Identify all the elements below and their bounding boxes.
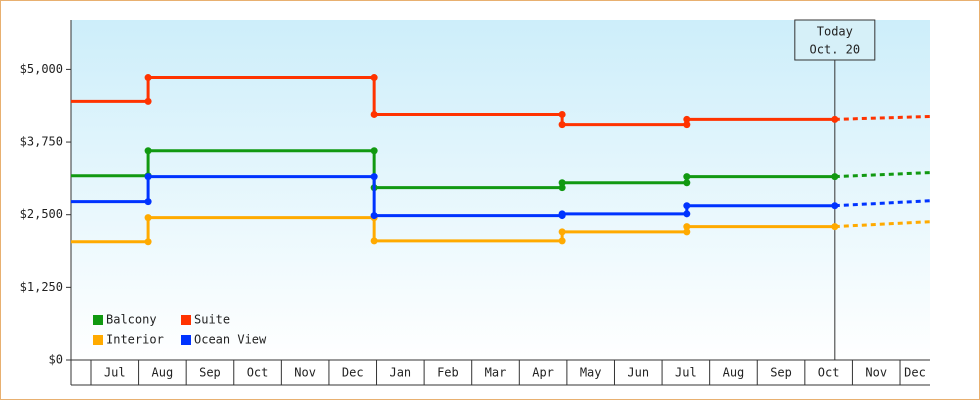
forecast-line: [834, 199, 931, 208]
x-tick-label: Aug: [152, 366, 174, 380]
point: [683, 210, 691, 218]
point: [558, 179, 566, 187]
point: [558, 184, 566, 192]
point: [370, 173, 378, 181]
point: [683, 223, 691, 231]
point: [144, 173, 152, 181]
point: [144, 147, 152, 155]
y-tick-label: $1,250: [20, 280, 63, 294]
point: [831, 202, 839, 210]
point: [558, 121, 566, 129]
today-box: [794, 19, 876, 61]
legend-label: Ocean View: [194, 333, 267, 347]
series-line: [71, 175, 835, 218]
legend-label: Suite: [194, 313, 230, 327]
y-tick-label: $2,500: [20, 207, 63, 221]
point: [683, 202, 691, 210]
y-tick-label: $5,000: [20, 62, 63, 76]
legend-swatch: [93, 315, 103, 325]
legend-swatch: [181, 315, 191, 325]
legend-label: Interior: [106, 333, 164, 347]
x-tick-label: Mar: [485, 366, 507, 380]
point: [558, 210, 566, 218]
point: [370, 147, 378, 155]
today-label: Today: [817, 25, 853, 39]
point: [370, 237, 378, 245]
x-tick-label: Apr: [532, 366, 554, 380]
point: [683, 173, 691, 181]
point: [683, 115, 691, 123]
point: [558, 228, 566, 236]
x-tick-label: Dec: [904, 366, 926, 380]
today-label: Oct. 20: [810, 43, 861, 57]
x-tick-label: May: [580, 366, 602, 380]
x-tick-label: Oct: [247, 366, 269, 380]
x-tick-label: Jul: [675, 366, 697, 380]
point: [683, 179, 691, 187]
y-tick-label: $3,750: [20, 135, 63, 149]
point: [683, 228, 691, 236]
point: [831, 223, 839, 231]
point: [370, 212, 378, 220]
x-tick-label: Nov: [294, 366, 316, 380]
point: [144, 214, 152, 222]
x-tick-label: Jan: [389, 366, 411, 380]
point: [370, 110, 378, 118]
forecast-line: [834, 114, 931, 121]
x-tick-label: Nov: [865, 366, 887, 380]
point: [144, 97, 152, 105]
point: [831, 173, 839, 181]
legend-swatch: [181, 335, 191, 345]
y-tick-label: $0: [49, 353, 63, 367]
x-tick-label: Dec: [342, 366, 364, 380]
plot-area: [71, 20, 930, 360]
point: [144, 238, 152, 246]
x-tick-label: Aug: [723, 366, 745, 380]
x-tick-label: Jul: [104, 366, 126, 380]
x-tick-label: Sep: [199, 366, 221, 380]
forecast-line: [834, 171, 931, 179]
point: [558, 110, 566, 118]
x-tick-label: Oct: [818, 366, 840, 380]
legend-label: Balcony: [106, 313, 157, 327]
point: [558, 237, 566, 245]
x-tick-label: Sep: [770, 366, 792, 380]
point: [144, 198, 152, 206]
point: [144, 74, 152, 82]
x-tick-label: Feb: [437, 366, 459, 380]
point: [370, 74, 378, 82]
forecast-line: [834, 220, 931, 229]
legend-swatch: [93, 335, 103, 345]
point: [683, 121, 691, 129]
x-tick-label: Jun: [627, 366, 649, 380]
point: [831, 115, 839, 123]
